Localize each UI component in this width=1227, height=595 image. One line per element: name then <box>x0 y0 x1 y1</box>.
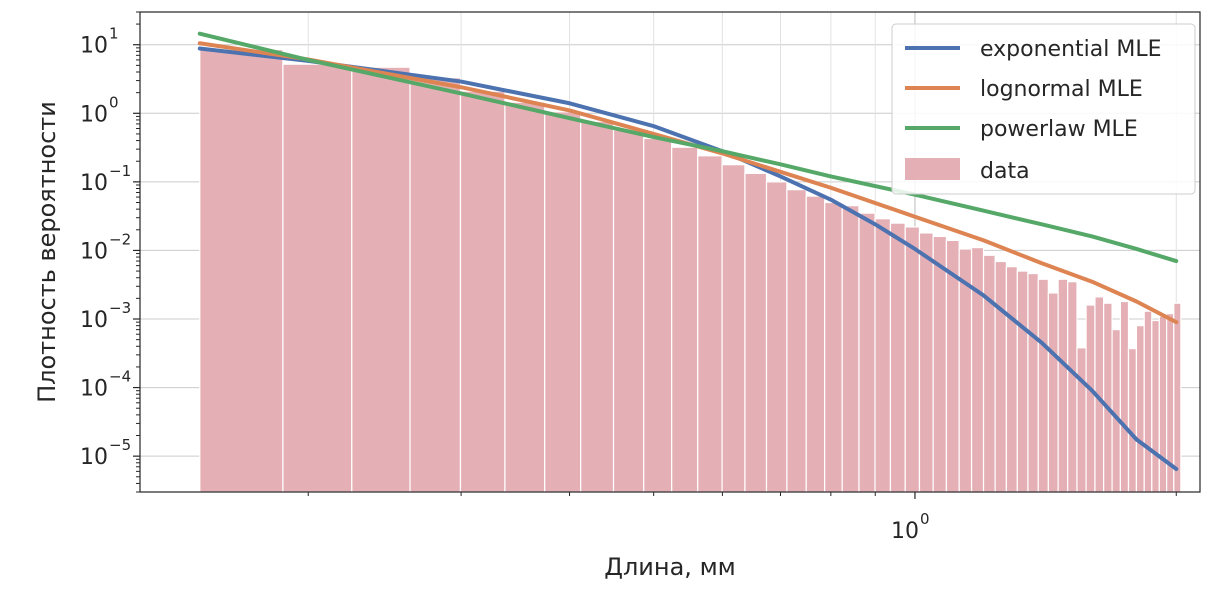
histogram-bar <box>1173 302 1182 493</box>
histogram-bar <box>982 254 996 493</box>
histogram-bars <box>199 48 1182 493</box>
y-tick-exponent: −2 <box>109 230 131 248</box>
legend-label-lognormal: lognormal MLE <box>980 77 1143 102</box>
series-line-0 <box>197 46 1179 471</box>
histogram-bar <box>1151 319 1160 493</box>
histogram-bar <box>805 195 826 493</box>
y-tick-exponent: 1 <box>109 25 119 43</box>
histogram-bar <box>1103 302 1113 493</box>
histogram-bar <box>994 260 1007 493</box>
y-tick-label: 10 <box>80 171 108 196</box>
histogram-bar <box>1143 310 1153 493</box>
y-tick-label: 10 <box>80 34 108 59</box>
histogram-bar <box>1158 315 1168 493</box>
histogram-bar <box>1057 278 1069 493</box>
histogram-bar <box>199 48 284 493</box>
x-axis-label: Длина, мм <box>604 553 736 581</box>
histogram-bar <box>1085 304 1096 493</box>
axis-ticks <box>133 11 1177 499</box>
series-lines <box>197 31 1179 471</box>
x-tick-exponent: 0 <box>920 510 930 528</box>
histogram-bar <box>612 129 645 493</box>
histogram-bar <box>643 137 673 493</box>
y-tick-label: 10 <box>80 102 108 127</box>
y-tick-exponent: 0 <box>109 93 119 111</box>
legend-swatch-data <box>905 158 960 180</box>
histogram-bar <box>841 205 860 493</box>
x-tick-labels: 10 0 <box>891 510 930 544</box>
histogram-bar <box>1135 325 1145 493</box>
histogram-bar <box>970 246 985 493</box>
histogram-bar <box>409 77 462 493</box>
histogram-bar <box>671 146 699 493</box>
histogram-bar <box>459 90 506 493</box>
y-tick-exponent: −1 <box>109 162 131 180</box>
histogram-bar <box>1076 347 1087 493</box>
y-tick-exponent: −4 <box>109 368 131 386</box>
x-tick-label: 10 <box>891 519 919 544</box>
histogram-bar <box>904 226 921 493</box>
y-tick-label: 10 <box>80 239 108 264</box>
histogram-bar <box>580 120 615 493</box>
histogram-bar <box>1111 329 1121 493</box>
histogram-bar <box>874 218 892 493</box>
histogram-bar <box>744 172 768 493</box>
y-tick-label: 10 <box>80 377 108 402</box>
series-line-1 <box>197 41 1179 325</box>
histogram-bar <box>1037 278 1049 493</box>
histogram-bar <box>504 101 546 493</box>
legend-box <box>891 23 1196 195</box>
histogram-bar <box>1119 300 1130 493</box>
histogram-bar <box>824 201 843 493</box>
histogram-bar <box>1127 348 1138 493</box>
histogram-bar <box>786 189 807 493</box>
histogram-bar <box>858 212 876 493</box>
histogram-bar <box>932 235 948 493</box>
histogram-bar <box>351 66 411 493</box>
legend-label-data: data <box>980 159 1030 184</box>
y-tick-exponent: −5 <box>109 436 131 454</box>
histogram-bar <box>918 232 934 493</box>
y-tick-label: 10 <box>80 445 108 470</box>
legend-label-powerlaw: powerlaw MLE <box>980 117 1138 142</box>
histogram-bar <box>1067 281 1078 493</box>
y-tick-exponent: −3 <box>109 299 131 317</box>
series-line-2 <box>197 31 1179 264</box>
histogram-bar <box>1047 292 1059 493</box>
histogram-bar <box>282 63 353 493</box>
histogram-bar <box>697 155 723 493</box>
y-axis-label: Плотность вероятности <box>33 101 61 403</box>
histogram-bar <box>1027 272 1039 493</box>
histogram-bar <box>889 222 906 493</box>
histogram-bar <box>1016 270 1029 493</box>
legend-label-exponential: exponential MLE <box>980 37 1161 62</box>
plot-frame <box>139 11 1201 493</box>
legend: exponential MLE lognormal MLE powerlaw M… <box>891 23 1196 195</box>
histogram-bar <box>1005 266 1018 493</box>
histogram-bar <box>721 164 746 493</box>
histogram-bar <box>765 181 788 493</box>
y-tick-label: 10 <box>80 308 108 333</box>
histogram-bar <box>544 111 582 493</box>
